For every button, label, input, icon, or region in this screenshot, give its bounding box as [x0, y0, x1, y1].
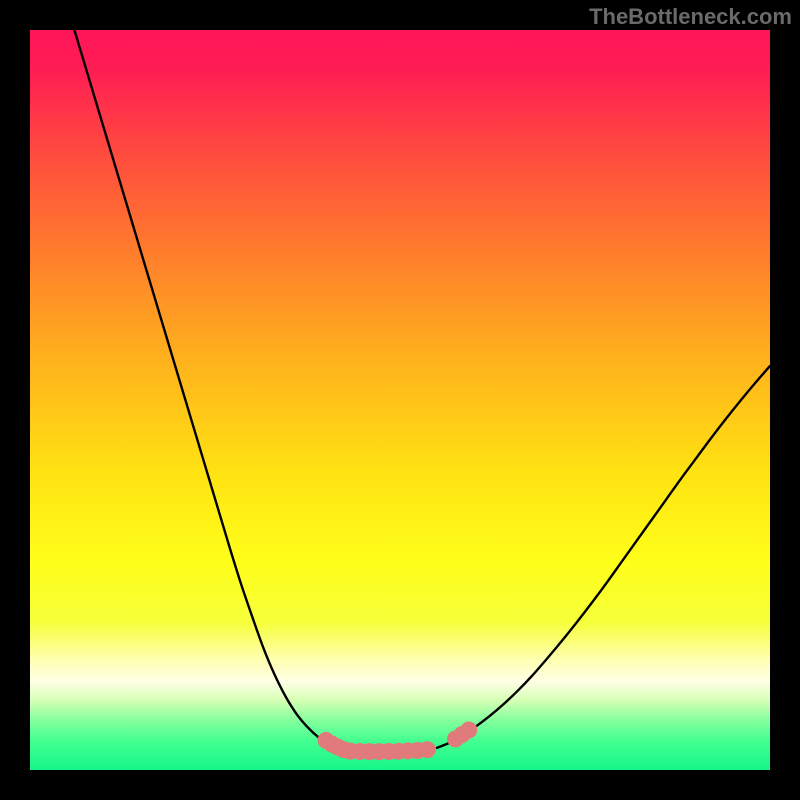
- marker-point: [419, 741, 436, 758]
- marker-point: [460, 722, 477, 739]
- chart-background: [30, 30, 770, 770]
- chart-stage: TheBottleneck.com: [0, 0, 800, 800]
- bottleneck-curve-chart: [30, 30, 770, 770]
- watermark-text: TheBottleneck.com: [589, 4, 792, 30]
